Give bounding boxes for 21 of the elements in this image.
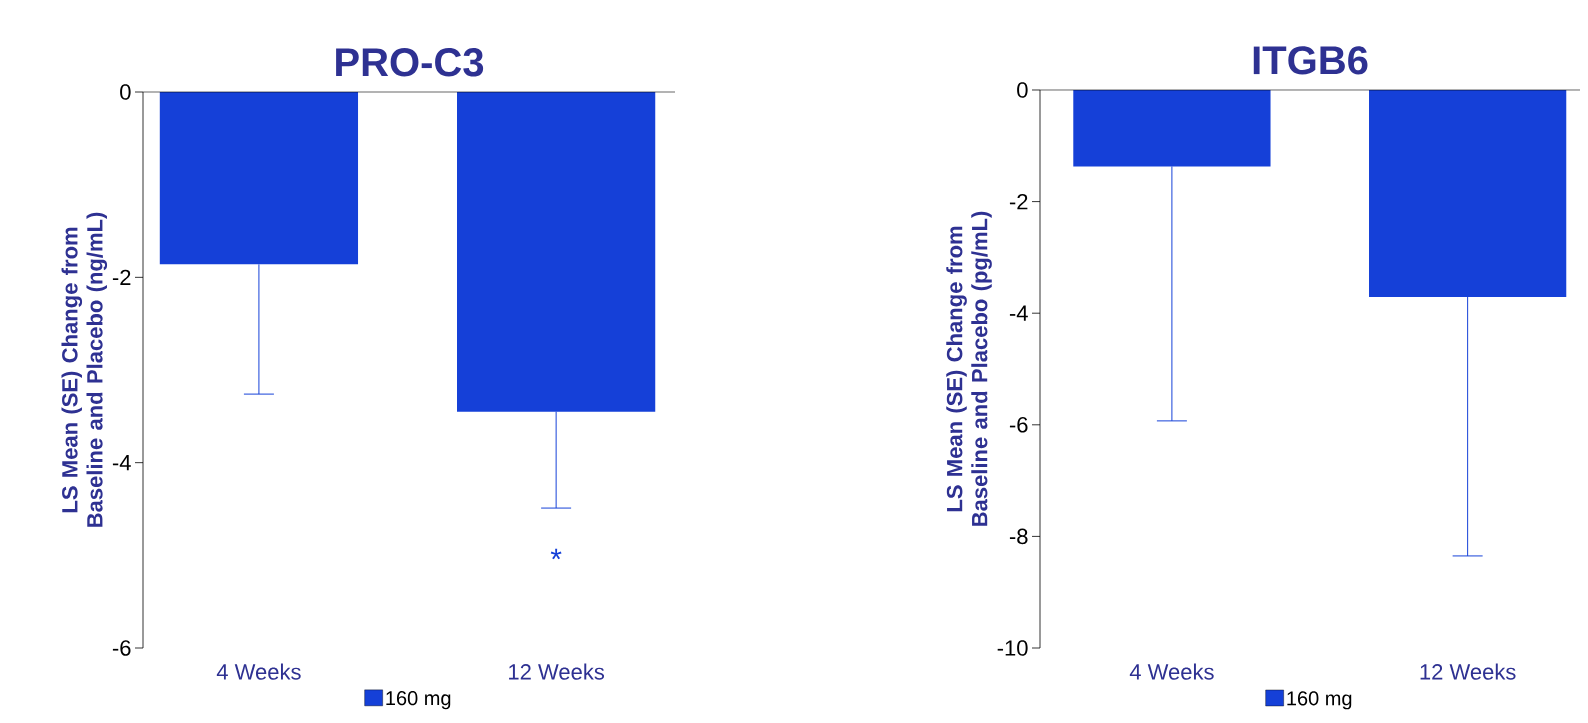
y-axis-title: LS Mean (SE) Change from Baseline and Placebo (pg/mL) — [946, 211, 992, 526]
y-axis-title: LS Mean (SE) Change from Baseline and Placebo (ng/mL) — [61, 212, 108, 527]
x-tick-label: 12 Weeks — [1420, 663, 1516, 680]
legend-label: 160 mg — [386, 691, 451, 710]
y-tick-label: 0 — [120, 84, 131, 100]
y-tick-label: -6 — [1009, 417, 1028, 433]
y-tick-label: -8 — [1009, 528, 1028, 545]
y-tick-label: 0 — [1017, 82, 1028, 98]
y-tick-label: -10 — [997, 640, 1028, 656]
chart-title: ITGB6 — [1253, 46, 1368, 75]
legend-label: 160 mg — [1287, 691, 1352, 710]
x-tick-label: 4 Weeks — [1129, 663, 1214, 680]
x-tick-label: 12 Weeks — [509, 663, 605, 680]
y-tick-label: -6 — [112, 640, 131, 656]
y-tick-label: -4 — [112, 455, 131, 471]
x-tick-label: 4 Weeks — [216, 663, 301, 680]
chart-title: PRO-C3 — [336, 48, 484, 77]
y-tick-label: -2 — [1009, 193, 1028, 210]
annotation: * — [550, 548, 562, 560]
y-tick-label: -2 — [112, 269, 131, 286]
y-tick-label: -4 — [1009, 305, 1028, 321]
